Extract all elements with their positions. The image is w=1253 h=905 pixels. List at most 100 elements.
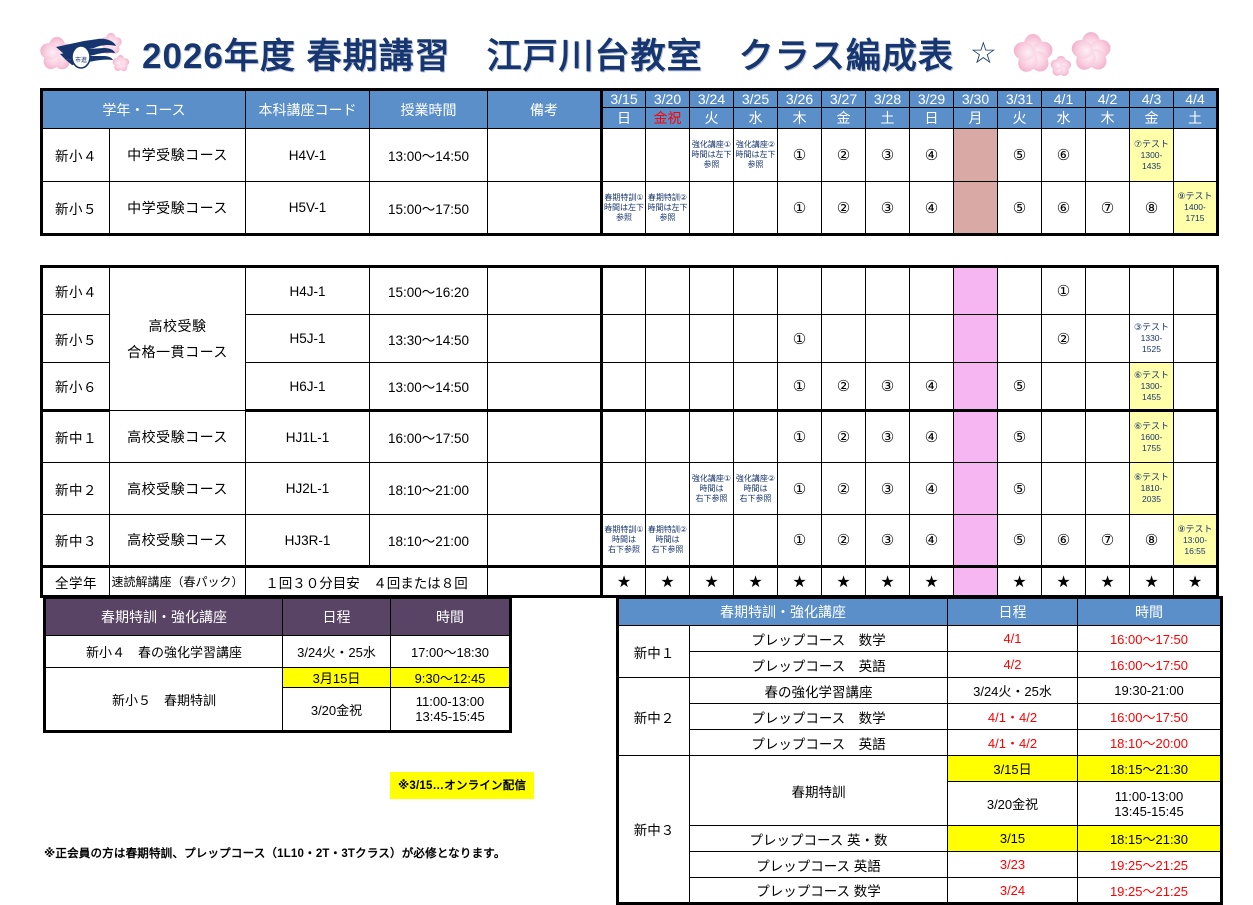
blue2-row-label: プレップコース 数学 [689, 877, 948, 904]
schedule-note-line: 右下参照 [651, 545, 684, 554]
schedule-star-mark: ★ [1129, 566, 1174, 597]
row-course-code: H6J-1 [245, 362, 370, 412]
blue2-row-date: 3/20金祝 [947, 781, 1078, 826]
schedule-test-line: ③テスト [1133, 322, 1170, 332]
blue2-row-time: 19:30-21:00 [1077, 677, 1222, 704]
schedule-test-line: 1455 [1142, 391, 1161, 402]
dow-header: 土 [865, 107, 910, 129]
schedule-blocked-day [953, 128, 998, 182]
schedule-session-number: ⑦ [1085, 181, 1130, 235]
schedule-test-line: 2035 [1142, 494, 1161, 504]
schedule-test-line: 1435 [1142, 160, 1161, 171]
schedule-blocked-day [953, 314, 998, 363]
purple-col-date: 日程 [282, 597, 391, 636]
page-title: 2026年度 春期講習 江戸川台教室 クラス編成表 [142, 36, 954, 76]
schedule-session-number: ⑤ [997, 181, 1042, 235]
schedule-star-mark: ★ [1041, 566, 1086, 597]
schedule-cell [689, 410, 734, 463]
schedule-cell [645, 410, 690, 463]
schedule-note-line: 春期特訓① [604, 525, 644, 534]
schedule-note-cell: 春期特訓① 時間は左下 参照 [600, 181, 646, 235]
schedule-session-number: ① [777, 181, 822, 235]
schedule-cell [689, 266, 734, 315]
col-class-time: 授業時間 [369, 89, 488, 129]
schedule-cell [909, 314, 954, 363]
schedule-test-line: 1600- [1140, 431, 1163, 442]
schedule-note-line: 参照 [747, 160, 764, 169]
row-course-code: H4V-1 [245, 128, 370, 182]
date-header: 3/26 [777, 89, 822, 108]
schedule-note-line: 参照 [703, 160, 720, 169]
schedule-note-line: 強化講座① [691, 473, 732, 483]
date-header: 4/4 [1173, 89, 1218, 108]
schedule-star-mark: ★ [1085, 566, 1130, 597]
row-course-code: H5V-1 [245, 181, 370, 235]
schedule-note-line: 時間は左下 [604, 202, 644, 212]
schedule-note-cell: 春期特訓② 時間は左下 参照 [645, 181, 690, 235]
schedule-star-mark: ★ [645, 566, 690, 597]
purple-col-time: 時間 [390, 597, 511, 636]
schedule-test-cell: ③テスト 1330- 1525 [1129, 314, 1174, 363]
schedule-note-line: 春期特訓② [647, 525, 688, 534]
schedule-session-number: ⑥ [1041, 514, 1086, 568]
date-header: 3/15 [601, 89, 646, 108]
wing-logo-icon: 市進 [56, 38, 116, 69]
ichishin-logo: 市進 [38, 27, 136, 79]
purple-row-date: 3/20金祝 [282, 687, 391, 732]
schedule-cell [600, 410, 646, 463]
schedule-session-number: ① [777, 514, 822, 568]
date-header: 3/20 [645, 89, 690, 108]
schedule-session-number: ② [821, 362, 866, 412]
sakura-icon [111, 55, 130, 73]
row-grade: 新中２ [41, 462, 110, 515]
schedule-note-line: 強化講座② [735, 140, 776, 149]
schedule-cell [1173, 128, 1218, 182]
sakura-icon [98, 33, 123, 56]
purple-table-head: 春期特訓・強化講座 日程 時間 [44, 597, 511, 636]
blue2-group-grade: 新中２ [617, 677, 690, 756]
date-header: 3/25 [733, 89, 778, 108]
schedule-session-number: ④ [909, 514, 954, 568]
schedule-cell [689, 314, 734, 363]
schedule-blocked-day [953, 462, 998, 515]
purple-row-time: 17:00〜18:30 [390, 635, 511, 668]
schedule-cell [1173, 266, 1218, 315]
blue2-row-date: 3/24 [947, 877, 1078, 904]
blue2-row-label: プレップコース 数学 [689, 625, 948, 652]
schedule-cell [645, 462, 690, 515]
schedule-cell [1085, 128, 1130, 182]
dow-header: 月 [953, 107, 998, 129]
date-header: 3/27 [821, 89, 866, 108]
schedule-cell [821, 314, 866, 363]
row-remarks [487, 566, 603, 597]
purple-row-label: 新小４ 春の強化学習講座 [44, 635, 283, 668]
blue2-row-time: 16:00〜17:50 [1077, 651, 1222, 678]
row-class-time: 18:10〜21:00 [369, 514, 488, 568]
schedule-blocked-day [953, 266, 998, 315]
schedule-note-line: 春期特訓② [647, 192, 688, 202]
schedule-session-number: ⑧ [1129, 514, 1174, 568]
schedule-cell [689, 514, 734, 568]
schedule-session-number: ⑤ [997, 462, 1042, 515]
dow-header: 木 [777, 107, 822, 129]
schedule-session-number: ⑥ [1041, 128, 1086, 182]
schedule-session-number: ⑤ [997, 410, 1042, 463]
row-course-code: HJ2L-1 [245, 462, 370, 515]
table-row: 新中２ 高校受験コース HJ2L-1 18:10〜21:00 強化講座① 時間は 右下参照強… [41, 462, 1218, 515]
dow-header: 金 [1129, 107, 1174, 129]
date-header: 3/29 [909, 89, 954, 108]
schedule-cell [1085, 410, 1130, 463]
row-grade: 新小５ [41, 314, 110, 363]
schedule-cell [689, 181, 734, 235]
schedule-cell [1041, 462, 1086, 515]
schedule-test-line: 1300- [1140, 380, 1163, 391]
row-remarks [487, 410, 603, 463]
blue2-row-label: プレップコース 英語 [689, 651, 948, 678]
table-row: 新小６ H6J-1 13:00〜14:50 ① ② ③ ④ ⑤ ⑥テスト 1300- 1455 [41, 362, 1218, 412]
schedule-session-number: ② [1041, 314, 1086, 363]
schedule-note-cell: 強化講座② 時間は 右下参照 [733, 462, 778, 515]
table-row: プレップコース 数学 4/1・4/2 16:00〜17:50 [618, 703, 1222, 730]
row-course: 速読解講座（春パック） [109, 566, 246, 597]
schedule-cell [777, 266, 822, 315]
col-course-code: 本科講座コード [245, 89, 370, 129]
